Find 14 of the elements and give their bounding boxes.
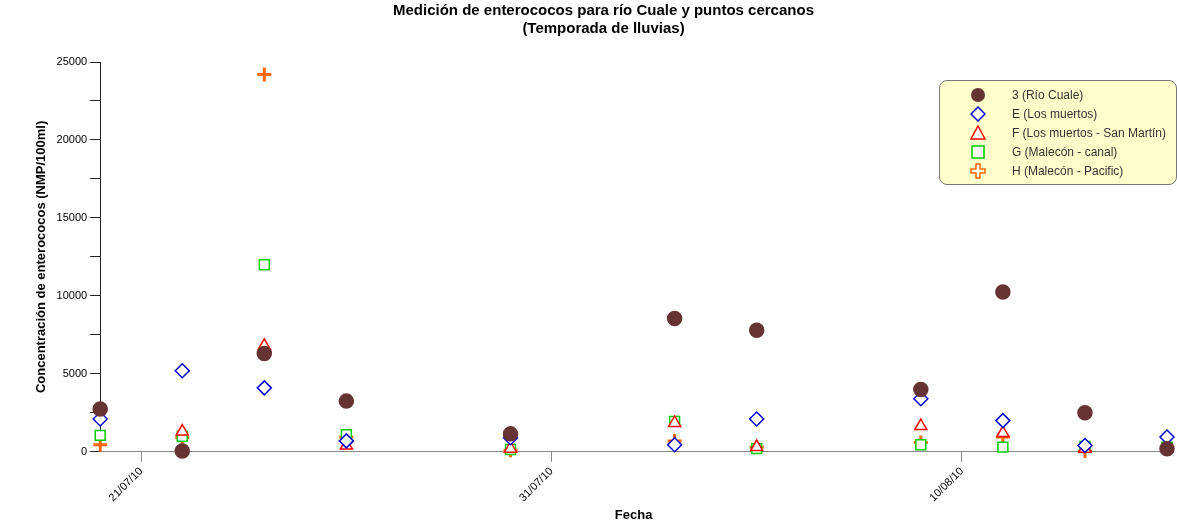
legend-label: H (Malecón - Pacific): [1011, 163, 1124, 178]
x-axis-title: Fecha: [614, 506, 654, 522]
legend-label: G (Malecón - canal): [1011, 144, 1118, 159]
y-tick-label: 20000: [56, 132, 88, 145]
y-tick-label: 25000: [56, 55, 88, 68]
y-tick-label: 15000: [56, 210, 88, 223]
chart-title: Medición de enterococos para río Cuale y puntos cercanos (Temporada de lluvias): [393, 1, 814, 37]
legend-label: 3 (Río Cuale): [1011, 87, 1084, 102]
legend-label: E (Los muertos): [1011, 106, 1098, 121]
y-tick-label: 10000: [56, 288, 88, 301]
y-tick-label: 5000: [62, 366, 88, 379]
y-tick-label: 0: [81, 444, 88, 457]
legend-label: F (Los muertos - San Martín): [1011, 125, 1166, 140]
y-axis-title: Concentración de enterococos (NMP/100ml): [33, 120, 49, 394]
